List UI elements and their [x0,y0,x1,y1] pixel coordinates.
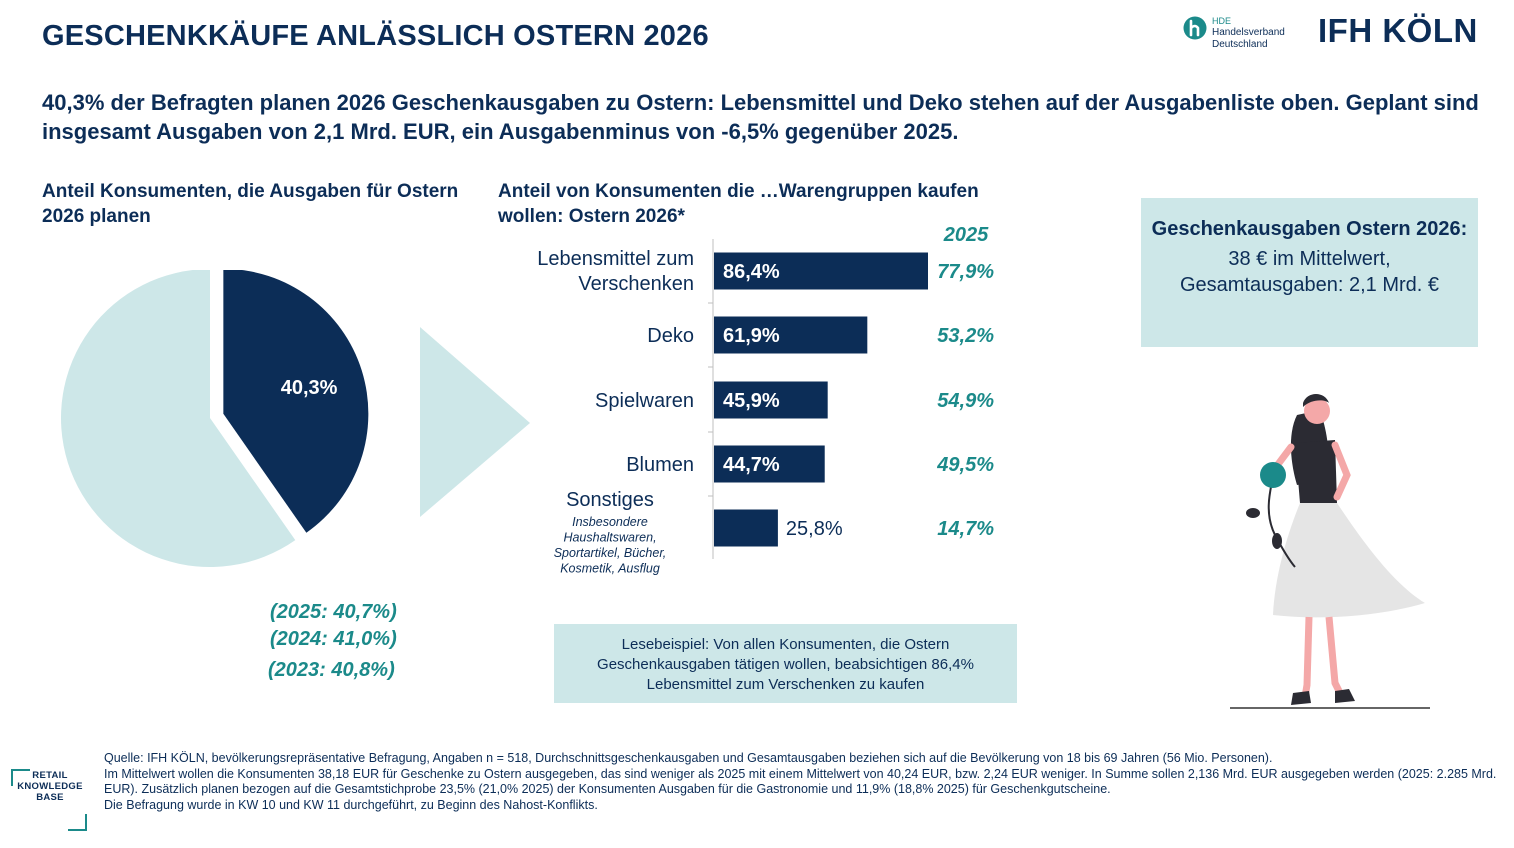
category-note: Sportartikel, Bücher, [554,546,667,560]
category-note: Insbesondere [572,515,648,529]
rkb-line1: RETAIL [32,770,68,781]
category-label: Lebensmittel zum [537,248,694,270]
bar-value-label: 86,4% [723,261,780,283]
footer-line-mean: Im Mittelwert wollen die Konsumenten 38,… [104,766,1497,797]
reading-example-box: Lesebeispiel: Von allen Konsumenten, die… [554,624,1017,703]
spending-infobox: Geschenkausgaben Ostern 2026: 38 € im Mi… [1141,198,1478,347]
rkb-line3: BASE [36,792,64,803]
bar-3 [714,381,828,419]
hde-line1: Handelsverband [1212,27,1285,38]
prev-year-value: 49,5% [936,454,994,476]
bar-chart: 2025 86,4% 77,9% Lebensmittel zum Verschenke… [537,224,994,576]
page-title: GESCHENKKÄUFE ANLÄSSLICH OSTERN 2026 [42,20,709,52]
pie-chart: 40,3% [61,270,369,567]
prev-year-2025: (2025: 40,7%) [270,601,397,623]
ifh-logo: IFH KÖLN [1318,12,1478,49]
comparison-year-header: 2025 [943,224,989,246]
subtitle: 40,3% der Befragten planen 2026 Geschenk… [42,90,1479,144]
category-note: Kosmetik, Ausflug [560,562,660,576]
rkb-logo-text: RETAIL KNOWLEDGE BASE [12,770,88,803]
woman-illustration [1230,394,1430,709]
source-footnote: Quelle: IFH KÖLN, bevölkerungsrepräsenta… [104,751,1499,813]
infobox-mean: 38 € im Mittelwert, [1228,248,1391,270]
prev-year-value: 53,2% [937,325,994,347]
bar-1 [714,252,928,290]
hde-logo-text: HDE Handelsverband Deutschland [1212,15,1285,51]
prev-year-value: 14,7% [937,518,994,540]
bar-value-label: 61,9% [723,325,780,347]
rkb-logo-frame [8,768,90,832]
prev-year-2024: (2024: 41,0%) [270,628,397,650]
category-note: Haushaltswaren, [563,531,656,545]
prev-year-value: 77,9% [937,261,994,283]
hde-abbrev: HDE [1212,16,1232,26]
category-label: Verschenken [578,273,694,295]
category-label: Spielwaren [595,390,694,412]
pie-slice-1 [223,270,369,533]
category-label: Deko [647,325,694,347]
pie-slice-2 [61,270,296,567]
bar-5 [714,509,778,547]
bar-value-label: 44,7% [723,454,780,476]
prev-year-value: 54,9% [937,390,994,412]
rkb-line2: KNOWLEDGE [17,781,83,792]
infobox-heading: Geschenkausgaben Ostern 2026: [1151,218,1468,240]
bar-value-label: 45,9% [723,390,780,412]
category-label: Sonstiges [566,489,654,511]
pie-slice-label: 40,3% [281,377,338,399]
bar-4 [714,445,825,483]
infobox-total: Gesamtausgaben: 2,1 Mrd. € [1179,274,1440,296]
arrow-connector [420,327,530,517]
bar-value-label: 25,8% [786,518,843,540]
hde-line2: Deutschland [1212,39,1268,50]
bar-2 [714,316,868,354]
category-label: Blumen [626,454,694,476]
hde-logo [1183,16,1207,40]
rkb-logo-icon [11,769,87,831]
arrow-shape [420,327,530,517]
bar-heading: Anteil von Konsumenten die …Warengruppen… [498,181,979,227]
pie-heading: Anteil Konsumenten, die Ausgaben für Ost… [42,181,459,227]
prev-year-2023: (2023: 40,8%) [268,659,395,681]
footer-line-survey: Die Befragung wurde in KW 10 und KW 11 d… [104,797,598,812]
hde-logo-icon [1183,16,1207,40]
footer-line-source: Quelle: IFH KÖLN, bevölkerungsrepräsenta… [104,751,1273,765]
